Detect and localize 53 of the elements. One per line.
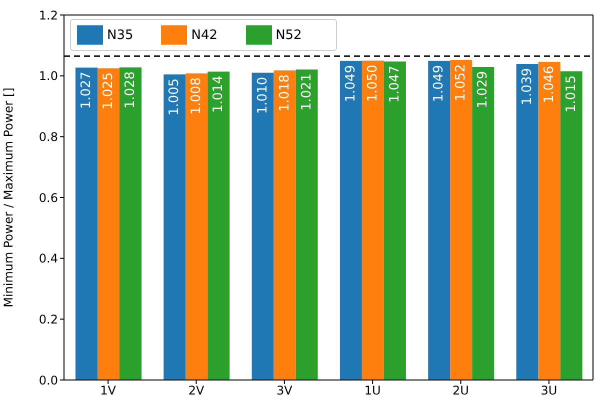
bar — [164, 74, 186, 380]
y-tick-label: 0.6 — [38, 190, 58, 205]
bar — [384, 62, 406, 380]
bar — [97, 68, 120, 380]
y-tick-label: 1.2 — [38, 8, 58, 22]
data-label: 1.046 — [542, 66, 557, 104]
bar — [119, 67, 142, 380]
bar — [560, 71, 582, 380]
y-tick-label: 1.0 — [38, 69, 58, 84]
x-tick-label: 2V — [188, 384, 205, 398]
data-label: 1.027 — [78, 72, 94, 109]
bar — [296, 69, 318, 380]
x-tick-label: 3V — [276, 384, 294, 398]
data-label: 1.029 — [476, 71, 491, 108]
data-label: 1.015 — [564, 75, 579, 112]
data-label: 1.039 — [520, 68, 535, 106]
bar — [472, 67, 494, 380]
legend-label: N42 — [191, 28, 218, 43]
y-tick-label: 0.2 — [38, 312, 58, 326]
bar — [340, 60, 362, 380]
data-label: 1.028 — [122, 71, 138, 109]
legend-label: N35 — [107, 28, 134, 43]
bar — [252, 72, 274, 380]
x-tick-label: 1V — [100, 384, 117, 398]
data-label: 1.049 — [343, 64, 358, 102]
data-label: 1.018 — [277, 74, 292, 112]
data-label: 1.010 — [255, 76, 270, 114]
y-tick-label: 0.0 — [38, 373, 58, 388]
bar — [516, 64, 538, 380]
bar — [274, 70, 296, 380]
data-label: 1.050 — [365, 64, 380, 102]
data-label: 1.005 — [167, 78, 182, 116]
data-label: 1.014 — [211, 76, 226, 113]
y-tick-label: 0.4 — [38, 252, 58, 266]
bar — [538, 62, 560, 380]
bar — [208, 72, 230, 380]
y-axis-title: Minimum Power / Maximum Power [] — [1, 88, 16, 308]
data-label: 1.049 — [432, 64, 447, 102]
x-tick-label: 2U — [452, 384, 469, 398]
data-label: 1.025 — [100, 72, 116, 110]
x-tick-label: 1U — [364, 384, 381, 398]
x-tick-label: 3U — [540, 384, 558, 398]
bar — [362, 60, 384, 380]
y-tick-label: 0.8 — [38, 130, 58, 144]
data-label: 1.021 — [299, 73, 314, 111]
bar — [186, 73, 208, 380]
data-label: 1.047 — [387, 66, 402, 103]
legend-label: N52 — [276, 28, 302, 43]
bar — [428, 60, 450, 380]
bar — [75, 68, 98, 380]
data-label: 1.008 — [189, 77, 204, 115]
data-label: 1.052 — [454, 64, 469, 102]
bar — [450, 60, 472, 380]
